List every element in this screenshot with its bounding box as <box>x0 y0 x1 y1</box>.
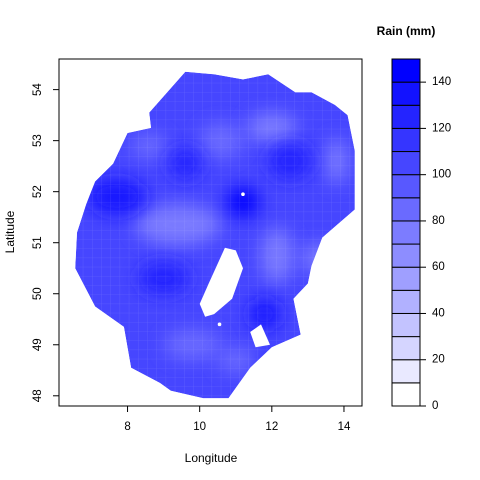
no-data-gap <box>250 324 270 348</box>
legend-swatch <box>391 58 421 83</box>
y-tick-label: 51 <box>32 236 44 249</box>
y-tick-label: 52 <box>32 185 44 198</box>
color-legend: Rain (mm) 0 20 40 60 80 100 120 140 <box>377 24 452 412</box>
legend-swatch <box>391 289 421 314</box>
y-tick-label: 53 <box>32 134 44 147</box>
missing-data-gaps <box>199 247 270 348</box>
legend-tick-label: 100 <box>432 169 451 181</box>
legend-swatches <box>391 58 421 407</box>
legend-swatch <box>391 359 421 384</box>
x-axis-title: Longitude <box>185 451 238 465</box>
legend-swatch <box>391 151 421 176</box>
legend-ticks: 0 20 40 60 80 100 120 140 <box>420 76 451 412</box>
legend-title: Rain (mm) <box>377 24 436 38</box>
legend-swatch <box>391 197 421 222</box>
legend-tick-label: 140 <box>432 76 451 88</box>
no-rain-spot <box>241 192 245 197</box>
interpolation-grid <box>75 71 355 399</box>
x-tick-label: 12 <box>265 421 278 433</box>
rain-field <box>75 71 355 399</box>
legend-tick-label: 0 <box>432 400 438 412</box>
legend-tick-label: 120 <box>432 122 451 134</box>
y-tick-label: 49 <box>32 338 44 351</box>
legend-swatch <box>391 336 421 361</box>
legend-swatch <box>391 81 421 106</box>
y-axis: 48 49 50 51 52 53 54 <box>32 83 59 402</box>
legend-swatch <box>391 312 421 338</box>
y-tick-label: 50 <box>32 287 44 300</box>
legend-swatch <box>391 104 421 129</box>
legend-tick-label: 80 <box>432 215 445 227</box>
legend-tick-label: 60 <box>432 261 445 273</box>
plot-frame <box>58 58 363 407</box>
legend-swatch <box>391 382 421 407</box>
legend-swatch <box>391 220 421 245</box>
no-rain-spot <box>217 322 222 327</box>
y-tick-label: 54 <box>32 83 44 96</box>
legend-swatch <box>391 243 421 268</box>
legend-swatch <box>391 266 421 291</box>
heavy-rain-area <box>264 357 294 384</box>
plot-area <box>58 58 363 407</box>
legend-tick-label: 20 <box>432 354 445 366</box>
x-tick-label: 14 <box>338 421 351 433</box>
no-data-gap <box>199 247 243 317</box>
y-axis-title: Latitude <box>3 210 17 253</box>
x-tick-label: 8 <box>124 421 130 433</box>
legend-swatch <box>391 174 421 199</box>
x-tick-label: 10 <box>193 421 206 433</box>
legend-tick-label: 40 <box>432 307 445 319</box>
legend-swatch <box>391 127 421 153</box>
x-axis: 8 10 12 14 <box>124 406 351 433</box>
y-tick-label: 48 <box>32 389 44 402</box>
